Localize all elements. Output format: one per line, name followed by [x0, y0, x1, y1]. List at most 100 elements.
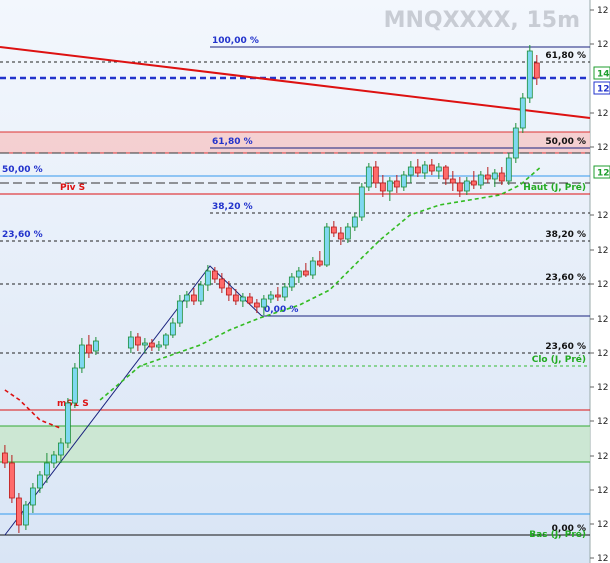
candle-body	[463, 180, 470, 192]
candle-body	[15, 497, 22, 526]
candle-body	[400, 174, 407, 188]
y-tick-label: 12	[597, 280, 608, 290]
candle-body	[526, 50, 533, 99]
level-label: mS1 S	[57, 399, 89, 409]
candle-body	[92, 340, 99, 352]
y-tick-label: 12	[597, 246, 608, 256]
candle-body	[323, 226, 330, 266]
candle-body	[442, 166, 449, 180]
candle-body	[218, 278, 225, 289]
candle-body	[85, 344, 92, 354]
candle-body	[456, 182, 463, 192]
candle-body	[533, 62, 540, 79]
axis-background	[590, 0, 610, 563]
price-marker	[593, 165, 610, 179]
level-label: 38,20 %	[212, 202, 253, 212]
candle-body	[71, 367, 78, 404]
candle-body	[393, 180, 400, 188]
candle-body	[512, 127, 519, 159]
candle-body	[372, 166, 379, 184]
candle-body	[274, 294, 281, 298]
level-label: 23,60 %	[2, 230, 43, 240]
y-tick-label: 12	[597, 109, 608, 119]
candle-body	[519, 97, 526, 129]
y-tick-label: 12	[597, 554, 608, 563]
candle-body	[477, 174, 484, 186]
candle-body	[141, 342, 148, 346]
candle-body	[505, 157, 512, 182]
candle-body	[169, 322, 176, 336]
level-label: 0,00 %	[552, 524, 586, 534]
candle-body	[148, 342, 155, 348]
price-marker-label: 12	[597, 85, 610, 95]
candle-body	[344, 226, 351, 240]
candle-body	[295, 270, 302, 278]
level-label: 100,00 %	[212, 36, 259, 46]
level-label: 23,60 %	[545, 273, 586, 283]
candle-body	[211, 270, 218, 280]
candle-body	[50, 454, 57, 464]
price-marker-label: 14	[597, 70, 610, 80]
candle-body	[435, 166, 442, 172]
band	[0, 426, 590, 462]
level-label: Bas (J, Pré)	[529, 529, 586, 540]
price-marker-label: 12	[597, 169, 610, 179]
candle-body	[351, 216, 358, 228]
price-marker	[593, 81, 610, 95]
level-label: 50,00 %	[545, 137, 586, 147]
candle-body	[36, 474, 43, 489]
price-marker	[593, 66, 610, 80]
candle-body	[29, 487, 36, 506]
y-tick-label: 12	[597, 452, 608, 462]
candle-body	[365, 166, 372, 188]
level-label: 50,00 %	[2, 165, 43, 175]
candle-body	[414, 166, 421, 174]
candle-body	[470, 180, 477, 186]
band	[0, 132, 590, 153]
y-tick-label: 12	[597, 417, 608, 427]
level-label: Clo (J, Pré)	[532, 354, 586, 365]
candle-body	[78, 344, 85, 369]
candle-body	[43, 462, 50, 476]
candle-body	[386, 180, 393, 192]
y-tick-label: 12	[597, 383, 608, 393]
candle-body	[134, 336, 141, 346]
candle-body	[491, 172, 498, 180]
overlay-line	[4, 389, 61, 429]
y-tick-label: 12	[597, 486, 608, 496]
y-tick-label: 12	[597, 143, 608, 153]
candle-body	[57, 442, 64, 456]
candle-body	[281, 286, 288, 298]
candle-body	[498, 172, 505, 182]
y-tick-label: 12	[597, 211, 608, 221]
overlay-line	[0, 46, 591, 119]
chart-layer: 100,00 % 61,80 % 61,80 % 50,00 % 50,00 % Piv …	[0, 36, 591, 540]
candle-body	[64, 402, 71, 444]
candle-body	[176, 300, 183, 324]
candle-body	[267, 294, 274, 300]
candle-body	[379, 182, 386, 192]
candle-body	[239, 296, 246, 302]
y-tick-label: 12	[597, 315, 608, 325]
level-label: Piv S	[60, 183, 85, 193]
candle-body	[358, 186, 365, 218]
candle-body	[421, 164, 428, 174]
watermark-title: MNQXXXX, 15m	[384, 8, 580, 33]
candle-body	[449, 178, 456, 184]
candle-body	[8, 462, 15, 499]
level-label: 0,00 %	[264, 305, 298, 315]
candle-body	[330, 226, 337, 234]
candle-body	[155, 344, 162, 348]
candle-body	[407, 166, 414, 176]
candle-body	[197, 284, 204, 302]
candle-body	[316, 260, 323, 266]
level-label: 61,80 %	[212, 137, 253, 147]
level-label: 23,60 %	[545, 342, 586, 352]
candle-body	[1, 452, 8, 464]
candle-body	[204, 270, 211, 286]
level-label: 38,20 %	[545, 230, 586, 240]
candle-body	[253, 302, 260, 308]
candle-body	[183, 294, 190, 302]
candle-body	[162, 334, 169, 346]
y-tick-label: 12	[597, 40, 608, 50]
